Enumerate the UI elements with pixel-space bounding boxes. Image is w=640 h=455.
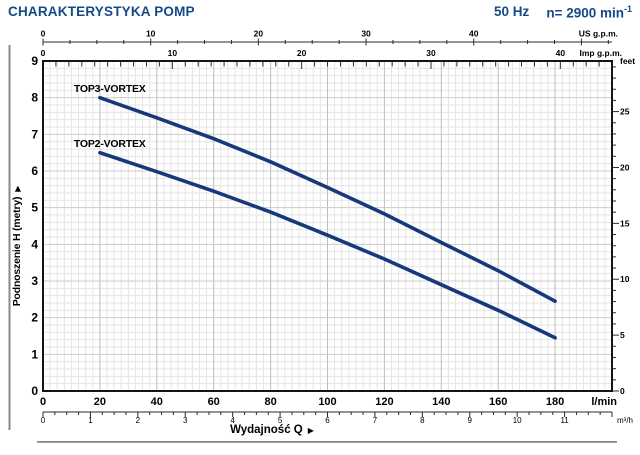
svg-text:40: 40 — [469, 29, 479, 39]
svg-text:8: 8 — [420, 416, 425, 425]
svg-text:5: 5 — [31, 201, 38, 215]
svg-text:25: 25 — [620, 107, 630, 117]
us-gpm-unit: US g.p.m. — [579, 29, 618, 39]
svg-text:5: 5 — [278, 416, 283, 425]
axis-bottom-m3h: 0 1 2 3 4 5 6 7 8 9 10 11 m³/h — [41, 411, 633, 425]
svg-text:40: 40 — [556, 48, 566, 58]
svg-text:7: 7 — [373, 416, 378, 425]
svg-text:10: 10 — [513, 416, 522, 425]
svg-text:20: 20 — [297, 48, 307, 58]
svg-text:0: 0 — [31, 384, 38, 398]
m3h-unit: m³/h — [617, 416, 633, 425]
svg-text:140: 140 — [432, 396, 450, 408]
svg-text:9: 9 — [468, 416, 473, 425]
axis-bottom-lmin: 0 20 40 60 80 100 120 140 160 180 l/min — [40, 396, 617, 408]
axis-left-metry: 0 1 2 3 4 5 6 7 8 9 — [31, 54, 38, 398]
svg-text:6: 6 — [325, 416, 330, 425]
left-rule — [8, 45, 11, 430]
svg-text:0: 0 — [620, 386, 625, 396]
speed-exponent: -1 — [623, 4, 632, 14]
svg-text:6: 6 — [31, 164, 38, 178]
svg-text:4: 4 — [31, 237, 38, 251]
svg-text:60: 60 — [208, 396, 220, 408]
svg-text:4: 4 — [230, 416, 235, 425]
svg-text:7: 7 — [31, 127, 38, 141]
svg-text:10: 10 — [620, 274, 630, 284]
svg-text:40: 40 — [151, 396, 163, 408]
pump-curves: TOP3-VORTEX TOP2-VORTEX — [74, 83, 557, 340]
axis-right-feet: 0 5 10 15 20 25 feet — [613, 56, 635, 396]
curve-label-TOP2-VORTEX: TOP2-VORTEX — [74, 138, 146, 150]
axis-titles: Wydajność Q ▶ Podnoszenie H (metry)▶ — [11, 185, 315, 436]
page-rules — [8, 45, 617, 443]
svg-text:3: 3 — [183, 416, 188, 425]
svg-text:5: 5 — [620, 330, 625, 340]
svg-text:180: 180 — [546, 396, 564, 408]
svg-text:30: 30 — [361, 29, 371, 39]
curve-label-TOP3-VORTEX: TOP3-VORTEX — [74, 83, 146, 95]
svg-text:80: 80 — [264, 396, 276, 408]
frequency-label: 50 Hz — [494, 4, 530, 19]
svg-text:9: 9 — [31, 54, 38, 68]
svg-text:10: 10 — [146, 29, 156, 39]
svg-text:20: 20 — [254, 29, 264, 39]
feet-unit: feet — [620, 56, 635, 66]
axis-top-us: 0 10 20 30 40 US g.p.m. — [41, 29, 618, 46]
svg-text:20: 20 — [620, 162, 630, 172]
speed-label: n= 2900 min-1 — [546, 4, 632, 21]
page-title: CHARAKTERYSTYKA POMP — [8, 4, 195, 19]
svg-text:100: 100 — [318, 396, 336, 408]
imp-gpm-unit: Imp g.p.m. — [580, 48, 623, 58]
svg-text:11: 11 — [560, 416, 569, 425]
svg-text:2: 2 — [136, 416, 141, 425]
x-axis-title: Wydajność Q ▶ — [230, 424, 315, 436]
svg-text:1: 1 — [31, 347, 38, 361]
curve-TOP3-VORTEX — [98, 95, 557, 303]
motor-specs: 50 Hz n= 2900 min-1 — [494, 4, 632, 21]
svg-text:0: 0 — [41, 416, 46, 425]
svg-text:2: 2 — [31, 311, 38, 325]
svg-text:3: 3 — [31, 274, 38, 288]
y-axis-title: Podnoszenie H (metry)▶ — [11, 185, 23, 307]
lmin-unit: l/min — [591, 396, 617, 408]
svg-text:10: 10 — [168, 48, 178, 58]
svg-text:0: 0 — [40, 396, 46, 408]
svg-text:160: 160 — [489, 396, 507, 408]
svg-text:30: 30 — [426, 48, 436, 58]
curve-TOP2-VORTEX — [98, 150, 557, 340]
plot-border — [42, 60, 613, 392]
svg-text:0: 0 — [41, 48, 46, 58]
bottom-rule — [37, 441, 617, 443]
svg-text:20: 20 — [94, 396, 106, 408]
svg-text:0: 0 — [41, 29, 46, 39]
axis-top-imp: 0 10 20 30 40 Imp g.p.m. — [41, 48, 622, 69]
svg-text:1: 1 — [88, 416, 93, 425]
svg-text:15: 15 — [620, 218, 630, 228]
svg-text:120: 120 — [375, 396, 393, 408]
svg-text:8: 8 — [31, 91, 38, 105]
